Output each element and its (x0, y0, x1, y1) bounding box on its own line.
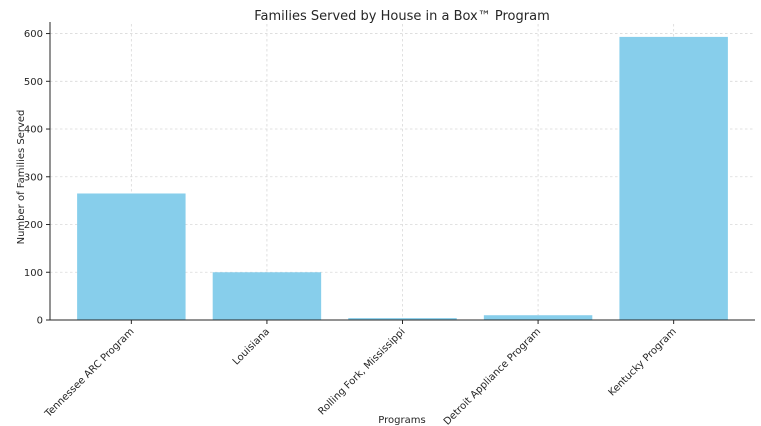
x-tick-label: Rolling Fork, Mississippi (316, 326, 407, 417)
y-ticks: 0 100 200 300 400 500 600 (24, 29, 50, 327)
y-tick-label: 300 (24, 172, 43, 183)
chart-title: Families Served by House in a Box™ Progr… (254, 9, 550, 24)
y-axis-label: Number of Families Served (16, 110, 27, 245)
bars (77, 36, 728, 321)
bar (348, 318, 457, 320)
bar (212, 272, 322, 320)
y-tick-label: 500 (24, 77, 43, 88)
x-ticks: Tennessee ARC Program Louisiana Rolling Fo… (42, 320, 679, 426)
x-tick-label: Kentucky Program (607, 326, 679, 398)
y-tick-label: 200 (24, 220, 43, 231)
bar (619, 36, 728, 321)
bar (483, 315, 593, 320)
y-tick-label: 400 (24, 125, 43, 136)
y-tick-label: 0 (37, 316, 43, 327)
x-axis-label: Programs (378, 415, 425, 426)
y-tick-label: 600 (24, 29, 43, 40)
x-tick-label: Tennessee ARC Program (42, 326, 136, 420)
bar (77, 193, 186, 320)
x-tick-label: Louisiana (231, 326, 272, 367)
y-tick-label: 100 (24, 268, 43, 279)
x-tick-label: Detroit Appliance Program (442, 326, 543, 426)
